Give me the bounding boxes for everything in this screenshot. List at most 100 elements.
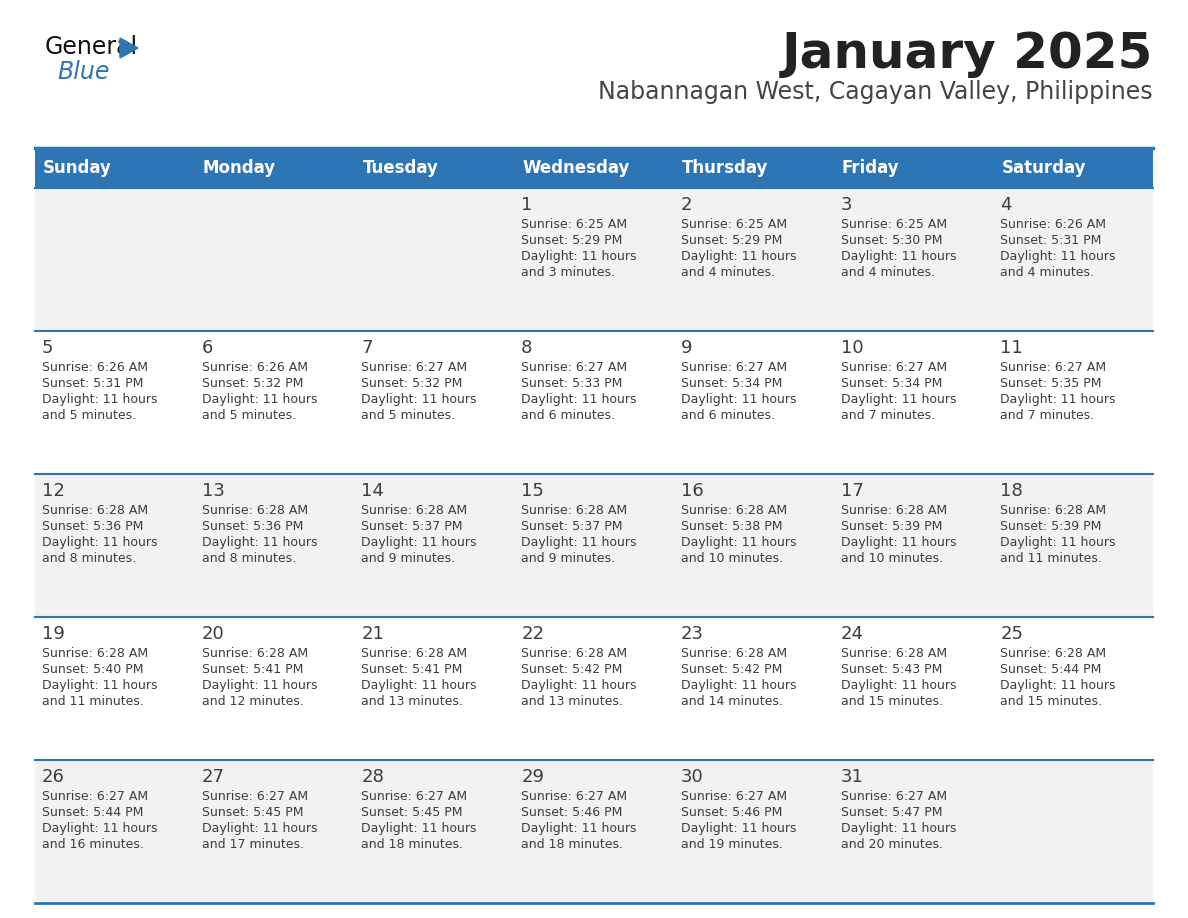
Text: Daylight: 11 hours: Daylight: 11 hours [1000,393,1116,406]
Bar [34,331,1154,474]
Text: Sunset: 5:41 PM: Sunset: 5:41 PM [361,663,463,676]
Text: Sunrise: 6:28 AM: Sunrise: 6:28 AM [361,504,468,517]
Text: Sunrise: 6:25 AM: Sunrise: 6:25 AM [681,218,786,231]
Text: and 5 minutes.: and 5 minutes. [202,409,296,422]
Text: Sunday: Sunday [43,159,112,177]
Text: and 18 minutes.: and 18 minutes. [361,838,463,851]
Text: Sunset: 5:34 PM: Sunset: 5:34 PM [681,377,782,390]
Text: 24: 24 [841,625,864,643]
Text: Daylight: 11 hours: Daylight: 11 hours [841,679,956,692]
Text: 8: 8 [522,339,532,357]
Text: Daylight: 11 hours: Daylight: 11 hours [42,393,158,406]
Text: Sunset: 5:30 PM: Sunset: 5:30 PM [841,234,942,247]
Text: Daylight: 11 hours: Daylight: 11 hours [202,679,317,692]
Text: 22: 22 [522,625,544,643]
Text: Daylight: 11 hours: Daylight: 11 hours [1000,250,1116,263]
Text: Sunrise: 6:28 AM: Sunrise: 6:28 AM [42,504,148,517]
Text: Sunrise: 6:26 AM: Sunrise: 6:26 AM [1000,218,1106,231]
Text: and 9 minutes.: and 9 minutes. [361,552,455,565]
Text: and 16 minutes.: and 16 minutes. [42,838,144,851]
Bar [34,617,1154,760]
Text: Sunrise: 6:28 AM: Sunrise: 6:28 AM [202,647,308,660]
Text: Sunrise: 6:25 AM: Sunrise: 6:25 AM [522,218,627,231]
Text: Sunrise: 6:27 AM: Sunrise: 6:27 AM [522,361,627,374]
Text: Daylight: 11 hours: Daylight: 11 hours [42,536,158,549]
Text: and 18 minutes.: and 18 minutes. [522,838,624,851]
Text: 3: 3 [841,196,852,214]
Text: Sunrise: 6:28 AM: Sunrise: 6:28 AM [42,647,148,660]
Text: 2: 2 [681,196,693,214]
Bar [34,474,1154,617]
Text: Daylight: 11 hours: Daylight: 11 hours [42,679,158,692]
Text: Sunrise: 6:27 AM: Sunrise: 6:27 AM [202,790,308,803]
Text: Sunrise: 6:27 AM: Sunrise: 6:27 AM [1000,361,1106,374]
Text: 30: 30 [681,768,703,786]
Text: 9: 9 [681,339,693,357]
Text: Sunset: 5:41 PM: Sunset: 5:41 PM [202,663,303,676]
Text: and 11 minutes.: and 11 minutes. [42,695,144,708]
Text: Daylight: 11 hours: Daylight: 11 hours [522,393,637,406]
Text: 12: 12 [42,482,65,500]
Bar [34,148,1154,188]
Text: 27: 27 [202,768,225,786]
Text: and 8 minutes.: and 8 minutes. [42,552,137,565]
Text: and 14 minutes.: and 14 minutes. [681,695,783,708]
Text: 18: 18 [1000,482,1023,500]
Text: Daylight: 11 hours: Daylight: 11 hours [42,822,158,835]
Text: Sunrise: 6:27 AM: Sunrise: 6:27 AM [522,790,627,803]
Text: 11: 11 [1000,339,1023,357]
Text: and 17 minutes.: and 17 minutes. [202,838,304,851]
Text: Daylight: 11 hours: Daylight: 11 hours [202,822,317,835]
Text: Sunrise: 6:28 AM: Sunrise: 6:28 AM [522,647,627,660]
Text: Sunset: 5:29 PM: Sunset: 5:29 PM [681,234,782,247]
Text: and 7 minutes.: and 7 minutes. [841,409,935,422]
Text: 31: 31 [841,768,864,786]
Text: 15: 15 [522,482,544,500]
Text: Sunset: 5:37 PM: Sunset: 5:37 PM [522,520,623,533]
Text: Sunset: 5:33 PM: Sunset: 5:33 PM [522,377,623,390]
Text: Sunset: 5:45 PM: Sunset: 5:45 PM [202,806,303,819]
Text: Daylight: 11 hours: Daylight: 11 hours [522,536,637,549]
Text: Daylight: 11 hours: Daylight: 11 hours [202,393,317,406]
Text: 21: 21 [361,625,384,643]
Text: Sunrise: 6:28 AM: Sunrise: 6:28 AM [522,504,627,517]
Text: and 6 minutes.: and 6 minutes. [681,409,775,422]
Text: 14: 14 [361,482,384,500]
Text: Sunrise: 6:28 AM: Sunrise: 6:28 AM [202,504,308,517]
Text: Sunrise: 6:28 AM: Sunrise: 6:28 AM [841,504,947,517]
Text: Sunset: 5:47 PM: Sunset: 5:47 PM [841,806,942,819]
Text: and 10 minutes.: and 10 minutes. [841,552,942,565]
Text: and 13 minutes.: and 13 minutes. [522,695,623,708]
Text: Monday: Monday [203,159,276,177]
Text: and 19 minutes.: and 19 minutes. [681,838,783,851]
Text: 13: 13 [202,482,225,500]
Text: Saturday: Saturday [1001,159,1086,177]
Text: Daylight: 11 hours: Daylight: 11 hours [361,679,476,692]
Text: Daylight: 11 hours: Daylight: 11 hours [681,250,796,263]
Text: Sunrise: 6:27 AM: Sunrise: 6:27 AM [841,790,947,803]
Text: Daylight: 11 hours: Daylight: 11 hours [522,250,637,263]
Text: Daylight: 11 hours: Daylight: 11 hours [681,393,796,406]
Text: Daylight: 11 hours: Daylight: 11 hours [522,679,637,692]
Text: General: General [45,35,138,59]
Text: Sunset: 5:38 PM: Sunset: 5:38 PM [681,520,783,533]
Text: and 15 minutes.: and 15 minutes. [1000,695,1102,708]
Text: Sunrise: 6:28 AM: Sunrise: 6:28 AM [681,647,786,660]
Bar [34,188,1154,331]
Text: Daylight: 11 hours: Daylight: 11 hours [361,536,476,549]
Text: 29: 29 [522,768,544,786]
Text: Sunset: 5:42 PM: Sunset: 5:42 PM [522,663,623,676]
Text: Sunrise: 6:26 AM: Sunrise: 6:26 AM [202,361,308,374]
Text: Sunrise: 6:27 AM: Sunrise: 6:27 AM [681,361,786,374]
Text: Sunset: 5:45 PM: Sunset: 5:45 PM [361,806,463,819]
Text: Sunrise: 6:28 AM: Sunrise: 6:28 AM [1000,647,1106,660]
Text: 1: 1 [522,196,532,214]
Text: 10: 10 [841,339,864,357]
Text: Sunset: 5:42 PM: Sunset: 5:42 PM [681,663,782,676]
Text: Daylight: 11 hours: Daylight: 11 hours [1000,679,1116,692]
Text: Sunset: 5:31 PM: Sunset: 5:31 PM [1000,234,1101,247]
Text: Sunrise: 6:28 AM: Sunrise: 6:28 AM [681,504,786,517]
Text: Sunset: 5:31 PM: Sunset: 5:31 PM [42,377,144,390]
Text: Sunset: 5:29 PM: Sunset: 5:29 PM [522,234,623,247]
Text: Nabannagan West, Cagayan Valley, Philippines: Nabannagan West, Cagayan Valley, Philipp… [599,80,1154,104]
